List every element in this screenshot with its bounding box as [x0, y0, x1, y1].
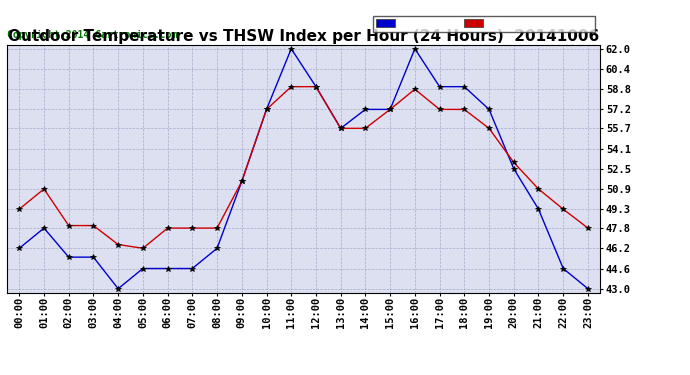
Title: Outdoor Temperature vs THSW Index per Hour (24 Hours)  20141006: Outdoor Temperature vs THSW Index per Ho…: [8, 29, 599, 44]
Text: Copyright 2014 Cartronics.com: Copyright 2014 Cartronics.com: [7, 30, 177, 40]
Legend: THSW  (°F), Temperature  (°F): THSW (°F), Temperature (°F): [373, 15, 595, 32]
